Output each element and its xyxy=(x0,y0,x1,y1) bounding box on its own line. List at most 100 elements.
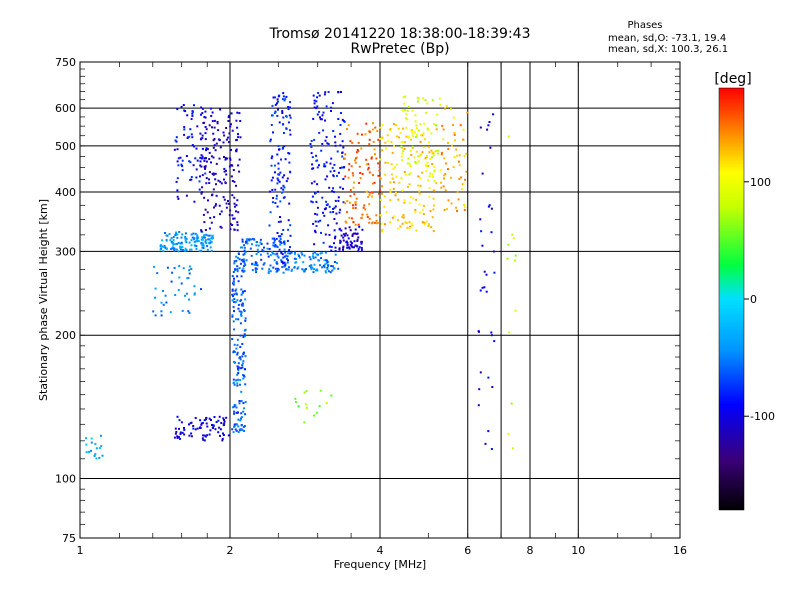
echo-point xyxy=(241,362,244,365)
echo-point xyxy=(400,145,403,148)
echo-point xyxy=(337,91,340,94)
echo-point xyxy=(323,93,326,96)
echo-point xyxy=(221,439,224,442)
echo-point xyxy=(159,244,162,247)
echo-point xyxy=(222,432,224,435)
echo-point xyxy=(193,240,196,243)
echo-point xyxy=(281,176,284,179)
echo-point xyxy=(438,97,441,100)
echo-point xyxy=(410,154,413,156)
echo-point xyxy=(415,150,418,153)
echo-point xyxy=(313,268,315,271)
echo-point xyxy=(301,268,304,271)
echo-point xyxy=(418,190,421,193)
echo-point xyxy=(162,249,165,252)
echo-point xyxy=(170,240,173,243)
echo-point xyxy=(405,135,408,138)
colorbar-tick-label: -100 xyxy=(750,410,775,423)
echo-point xyxy=(202,247,205,249)
echo-point xyxy=(348,247,351,250)
echo-point xyxy=(324,207,327,210)
echo-point xyxy=(236,275,239,278)
echo-point xyxy=(450,202,453,205)
echo-point xyxy=(279,200,282,203)
echo-point xyxy=(315,411,318,414)
echo-point xyxy=(170,280,173,283)
echo-point xyxy=(232,431,235,434)
echo-point xyxy=(455,148,458,151)
echo-point xyxy=(272,96,275,99)
echo-point xyxy=(276,252,279,255)
echo-point xyxy=(233,217,236,220)
echo-point xyxy=(427,223,430,225)
echo-point xyxy=(348,201,351,204)
echo-point xyxy=(228,141,230,144)
echo-point xyxy=(239,262,242,265)
colorbar-tick-label: 100 xyxy=(750,176,771,189)
echo-point xyxy=(428,141,430,144)
echo-point xyxy=(356,240,359,242)
echo-point xyxy=(203,159,206,162)
echo-point xyxy=(368,171,371,174)
echo-point xyxy=(188,269,191,272)
echo-point xyxy=(453,134,456,136)
echo-point xyxy=(200,423,203,426)
echo-point xyxy=(214,149,217,152)
echo-point xyxy=(242,377,245,380)
echo-point xyxy=(358,225,361,228)
echo-point xyxy=(205,147,208,150)
echo-point xyxy=(389,221,392,224)
echo-point xyxy=(90,449,92,452)
echo-point xyxy=(414,120,417,123)
echo-point xyxy=(462,138,465,141)
echo-point xyxy=(368,221,371,224)
echo-point xyxy=(236,199,239,202)
echo-point xyxy=(392,177,395,180)
echo-point xyxy=(171,271,174,274)
echo-point xyxy=(445,162,448,165)
echo-point xyxy=(154,287,157,290)
echo-point xyxy=(268,190,271,193)
echo-point xyxy=(463,154,466,157)
echo-point xyxy=(199,132,202,135)
echo-point xyxy=(347,176,350,179)
echo-point xyxy=(427,224,430,227)
echo-point xyxy=(405,126,408,129)
echo-point xyxy=(356,238,359,241)
echo-point xyxy=(224,157,227,160)
echo-point xyxy=(194,417,197,419)
echo-point xyxy=(243,249,246,252)
echo-point xyxy=(257,251,260,253)
echo-point xyxy=(211,424,213,426)
echo-point xyxy=(203,116,206,118)
echo-point xyxy=(320,231,322,234)
echo-point xyxy=(235,347,238,350)
echo-point xyxy=(194,232,197,235)
echo-point xyxy=(444,107,447,110)
echo-point xyxy=(160,301,163,304)
echo-point xyxy=(225,416,228,419)
echo-point xyxy=(236,351,239,354)
echo-point xyxy=(408,163,411,166)
echo-point xyxy=(193,145,195,148)
echo-point xyxy=(233,260,236,263)
echo-point xyxy=(365,158,368,161)
echo-point xyxy=(223,167,226,170)
echo-point xyxy=(298,256,301,259)
echo-point xyxy=(200,154,203,157)
echo-point xyxy=(213,416,216,418)
echo-point xyxy=(406,186,409,188)
echo-point xyxy=(371,128,374,131)
echo-points xyxy=(85,91,517,460)
echo-point xyxy=(357,223,360,226)
echo-point xyxy=(346,241,349,244)
echo-point xyxy=(424,157,427,160)
echo-point xyxy=(240,303,243,306)
echo-point xyxy=(294,261,297,264)
echo-point xyxy=(211,237,214,240)
echo-point xyxy=(478,388,481,391)
echo-point xyxy=(238,267,241,270)
echo-point xyxy=(160,310,163,313)
echo-point xyxy=(493,271,496,274)
echo-point xyxy=(274,171,276,174)
